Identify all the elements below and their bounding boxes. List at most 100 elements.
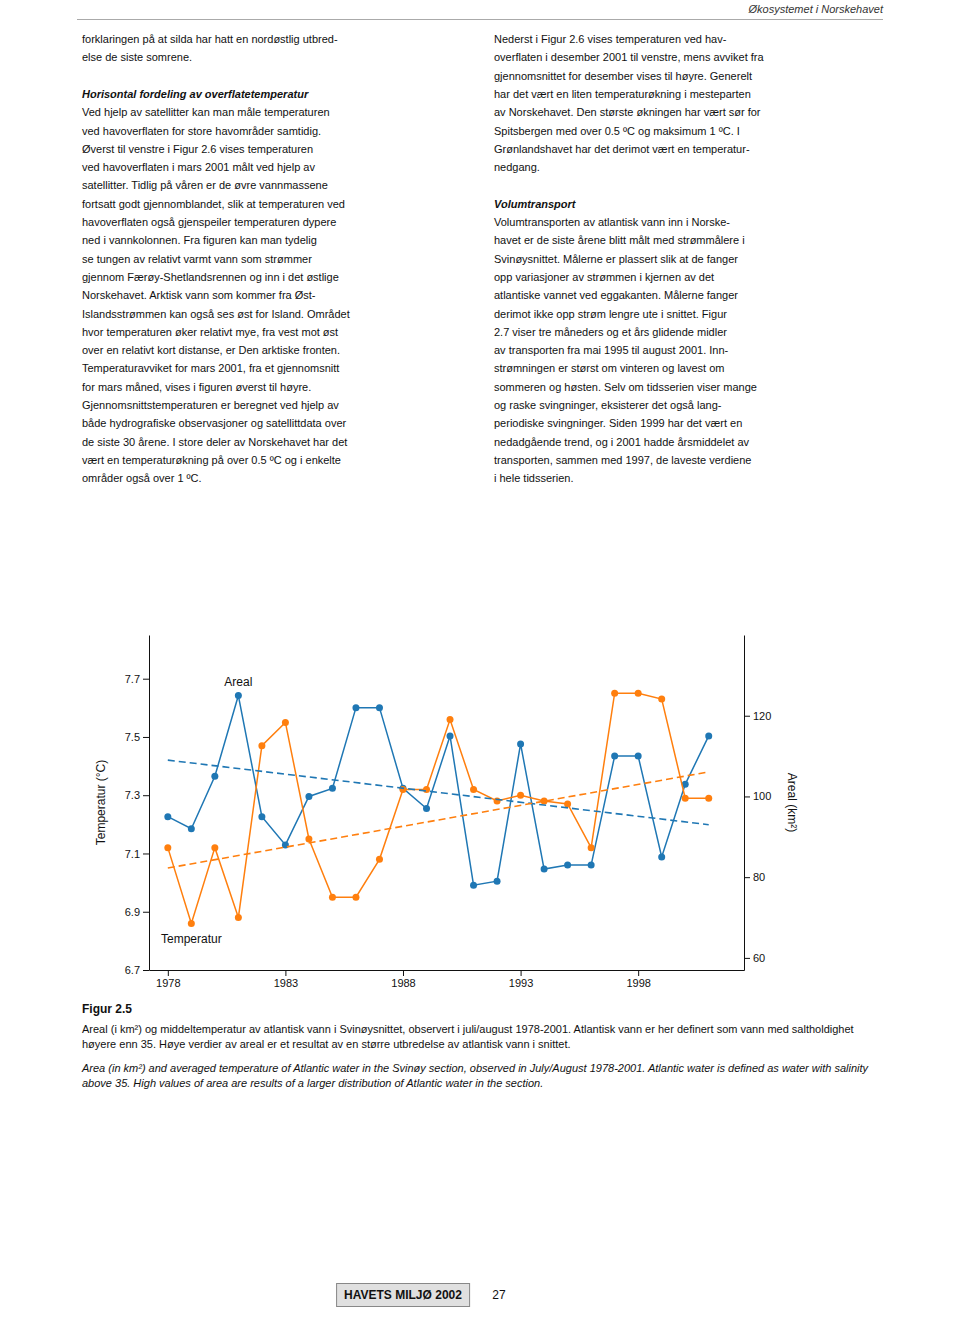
- y-tick-label: 7.1: [125, 847, 140, 859]
- trend-line: [168, 772, 709, 868]
- plot-area: [164, 690, 712, 927]
- chart: 197819831988199319986.76.97.17.37.57.760…: [0, 600, 960, 1000]
- column-line: nedgang.: [494, 161, 540, 173]
- y2-axis-line: [744, 636, 745, 971]
- series-point: [635, 690, 642, 697]
- column-line: sommeren og høsten. Selv om tidsserien v…: [494, 381, 757, 393]
- caption: Figur 2.5Areal (i km²) og middeltemperat…: [82, 1002, 878, 1092]
- series-point: [470, 882, 477, 889]
- x-tick: 1988: [391, 970, 415, 989]
- y2-tick-mark: [744, 796, 750, 797]
- y-axis-line: [149, 636, 150, 971]
- x-tick-label: 1978: [156, 977, 180, 989]
- column-line: Islandsstrømmen kan også ses øst for Isl…: [82, 308, 350, 320]
- series-point: [376, 704, 383, 711]
- y-tick: 7.5: [125, 731, 149, 743]
- series-label: Areal: [224, 675, 252, 689]
- x-tick-label: 1998: [626, 977, 650, 989]
- series-point: [352, 704, 359, 711]
- column-line: derimot ikke opp strøm lengre ute i snit…: [494, 308, 727, 320]
- series-point: [164, 844, 171, 851]
- column-line: hvor temperaturen øker relativt mye, fra…: [82, 326, 338, 338]
- x-tick-label: 1993: [509, 977, 533, 989]
- column-line: se tungen av relativt varmt vann som str…: [82, 253, 312, 265]
- column-line: av Norskehavet. Den største økningen har…: [494, 106, 761, 118]
- page: Økosystemet i Norskehavetforklaringen på…: [0, 0, 960, 1324]
- column-line: opp variasjoner av strømmen i kjernen av…: [494, 271, 714, 283]
- series-point: [329, 785, 336, 792]
- series-point: [611, 753, 618, 760]
- column-line: strømningen er størst om vinteren og lav…: [494, 362, 724, 374]
- series-point: [399, 786, 406, 793]
- series-label: Temperatur: [161, 932, 222, 946]
- y2-axis-title: Areal (km²): [785, 773, 799, 832]
- series-point: [494, 798, 501, 805]
- x-tick-mark: [168, 970, 169, 976]
- series-line: [168, 696, 709, 886]
- series-point: [211, 773, 218, 780]
- y-tick: 6.9: [125, 906, 149, 918]
- column-line: Temperaturavviket for mars 2001, fra et …: [82, 362, 339, 374]
- page-number: 27: [492, 1288, 505, 1302]
- series-point: [305, 835, 312, 842]
- x-axis: 19781983198819931998: [150, 970, 745, 989]
- series-point: [588, 862, 595, 869]
- column-line: Ved hjelp av satellitter kan man måle te…: [82, 106, 330, 118]
- x-tick-mark: [638, 970, 639, 976]
- y-tick-label: 6.9: [125, 906, 140, 918]
- series-point: [164, 813, 171, 820]
- series-point: [211, 844, 218, 851]
- series-point: [235, 692, 242, 699]
- column-line: Volumtransporten av atlantisk vann inn i…: [494, 216, 730, 228]
- column-line: havoverflaten også gjenspeiler temperatu…: [82, 216, 336, 228]
- column-line: for mars måned, vises i figuren øverst t…: [82, 381, 311, 393]
- column-line: satellitter. Tidlig på våren er de øvre …: [82, 179, 328, 191]
- series-point: [188, 920, 195, 927]
- column-line: fortsatt godt gjennomblandet, slik at te…: [82, 198, 345, 210]
- column-line: i hele tidsserien.: [494, 472, 574, 484]
- column-line: Gjennomsnittstemperaturen er beregnet ve…: [82, 399, 339, 411]
- y2-tick-mark: [744, 877, 750, 878]
- column-line: ved havoverflaten i mars 2001 målt ved h…: [82, 161, 315, 173]
- column-line: Grønlandshavet har det derimot vært en t…: [494, 143, 750, 155]
- column-line: Norskehavet. Arktisk vann som kommer fra…: [82, 289, 316, 301]
- y2-tick-label: 80: [753, 871, 765, 883]
- y2-tick-label: 120: [753, 710, 771, 722]
- x-tick: 1978: [156, 970, 180, 989]
- series-point: [470, 786, 477, 793]
- x-tick: 1993: [509, 970, 533, 989]
- column-heading: Horisontal fordeling av overflatetempera…: [82, 88, 308, 100]
- column-line: over en relativt kort distanse, er Den a…: [82, 344, 340, 356]
- y-axis-title: Temperatur (°C): [94, 760, 108, 845]
- series-point: [635, 753, 642, 760]
- series-point: [494, 878, 501, 885]
- series-point: [352, 894, 359, 901]
- series-point: [705, 795, 712, 802]
- y2-tick-label: 60: [753, 952, 765, 964]
- y-axis: 6.76.97.17.37.57.7: [125, 636, 150, 977]
- column-line: Spitsbergen med over 0.5 ºC og maksimum …: [494, 125, 740, 137]
- column-line: Øverst til venstre i Figur 2.6 vises tem…: [82, 143, 313, 155]
- column-line: gjennom Færøy-Shetlandsrennen og inn i d…: [82, 271, 339, 283]
- series-point: [188, 825, 195, 832]
- y2-tick-mark: [744, 716, 750, 717]
- column-line: ned i vannkolonnen. Fra figuren kan man …: [82, 234, 317, 246]
- y2-tick-label: 100: [753, 790, 771, 802]
- series-point: [705, 732, 712, 739]
- column-line: og raske svingninger, eksisterer det ogs…: [494, 399, 721, 411]
- y2-tick: 80: [744, 871, 765, 883]
- column-line: periodiske svingninger. Siden 1999 har d…: [494, 417, 742, 429]
- series-point: [682, 795, 689, 802]
- x-axis-line: [150, 970, 745, 971]
- column-line: 2.7 viser tre måneders og et års glidend…: [494, 326, 727, 338]
- series-point: [658, 853, 665, 860]
- column-line: av transporten fra mai 1995 til august 2…: [494, 344, 728, 356]
- y-tick: 7.3: [125, 789, 149, 801]
- y2-tick-mark: [744, 958, 750, 959]
- column-line: vært en temperaturøkning på over 0.5 ºC …: [82, 454, 341, 466]
- series-point: [564, 862, 571, 869]
- series-point: [517, 792, 524, 799]
- y-tick-label: 7.5: [125, 731, 140, 743]
- x-tick-mark: [521, 970, 522, 976]
- y-tick: 7.7: [125, 673, 149, 685]
